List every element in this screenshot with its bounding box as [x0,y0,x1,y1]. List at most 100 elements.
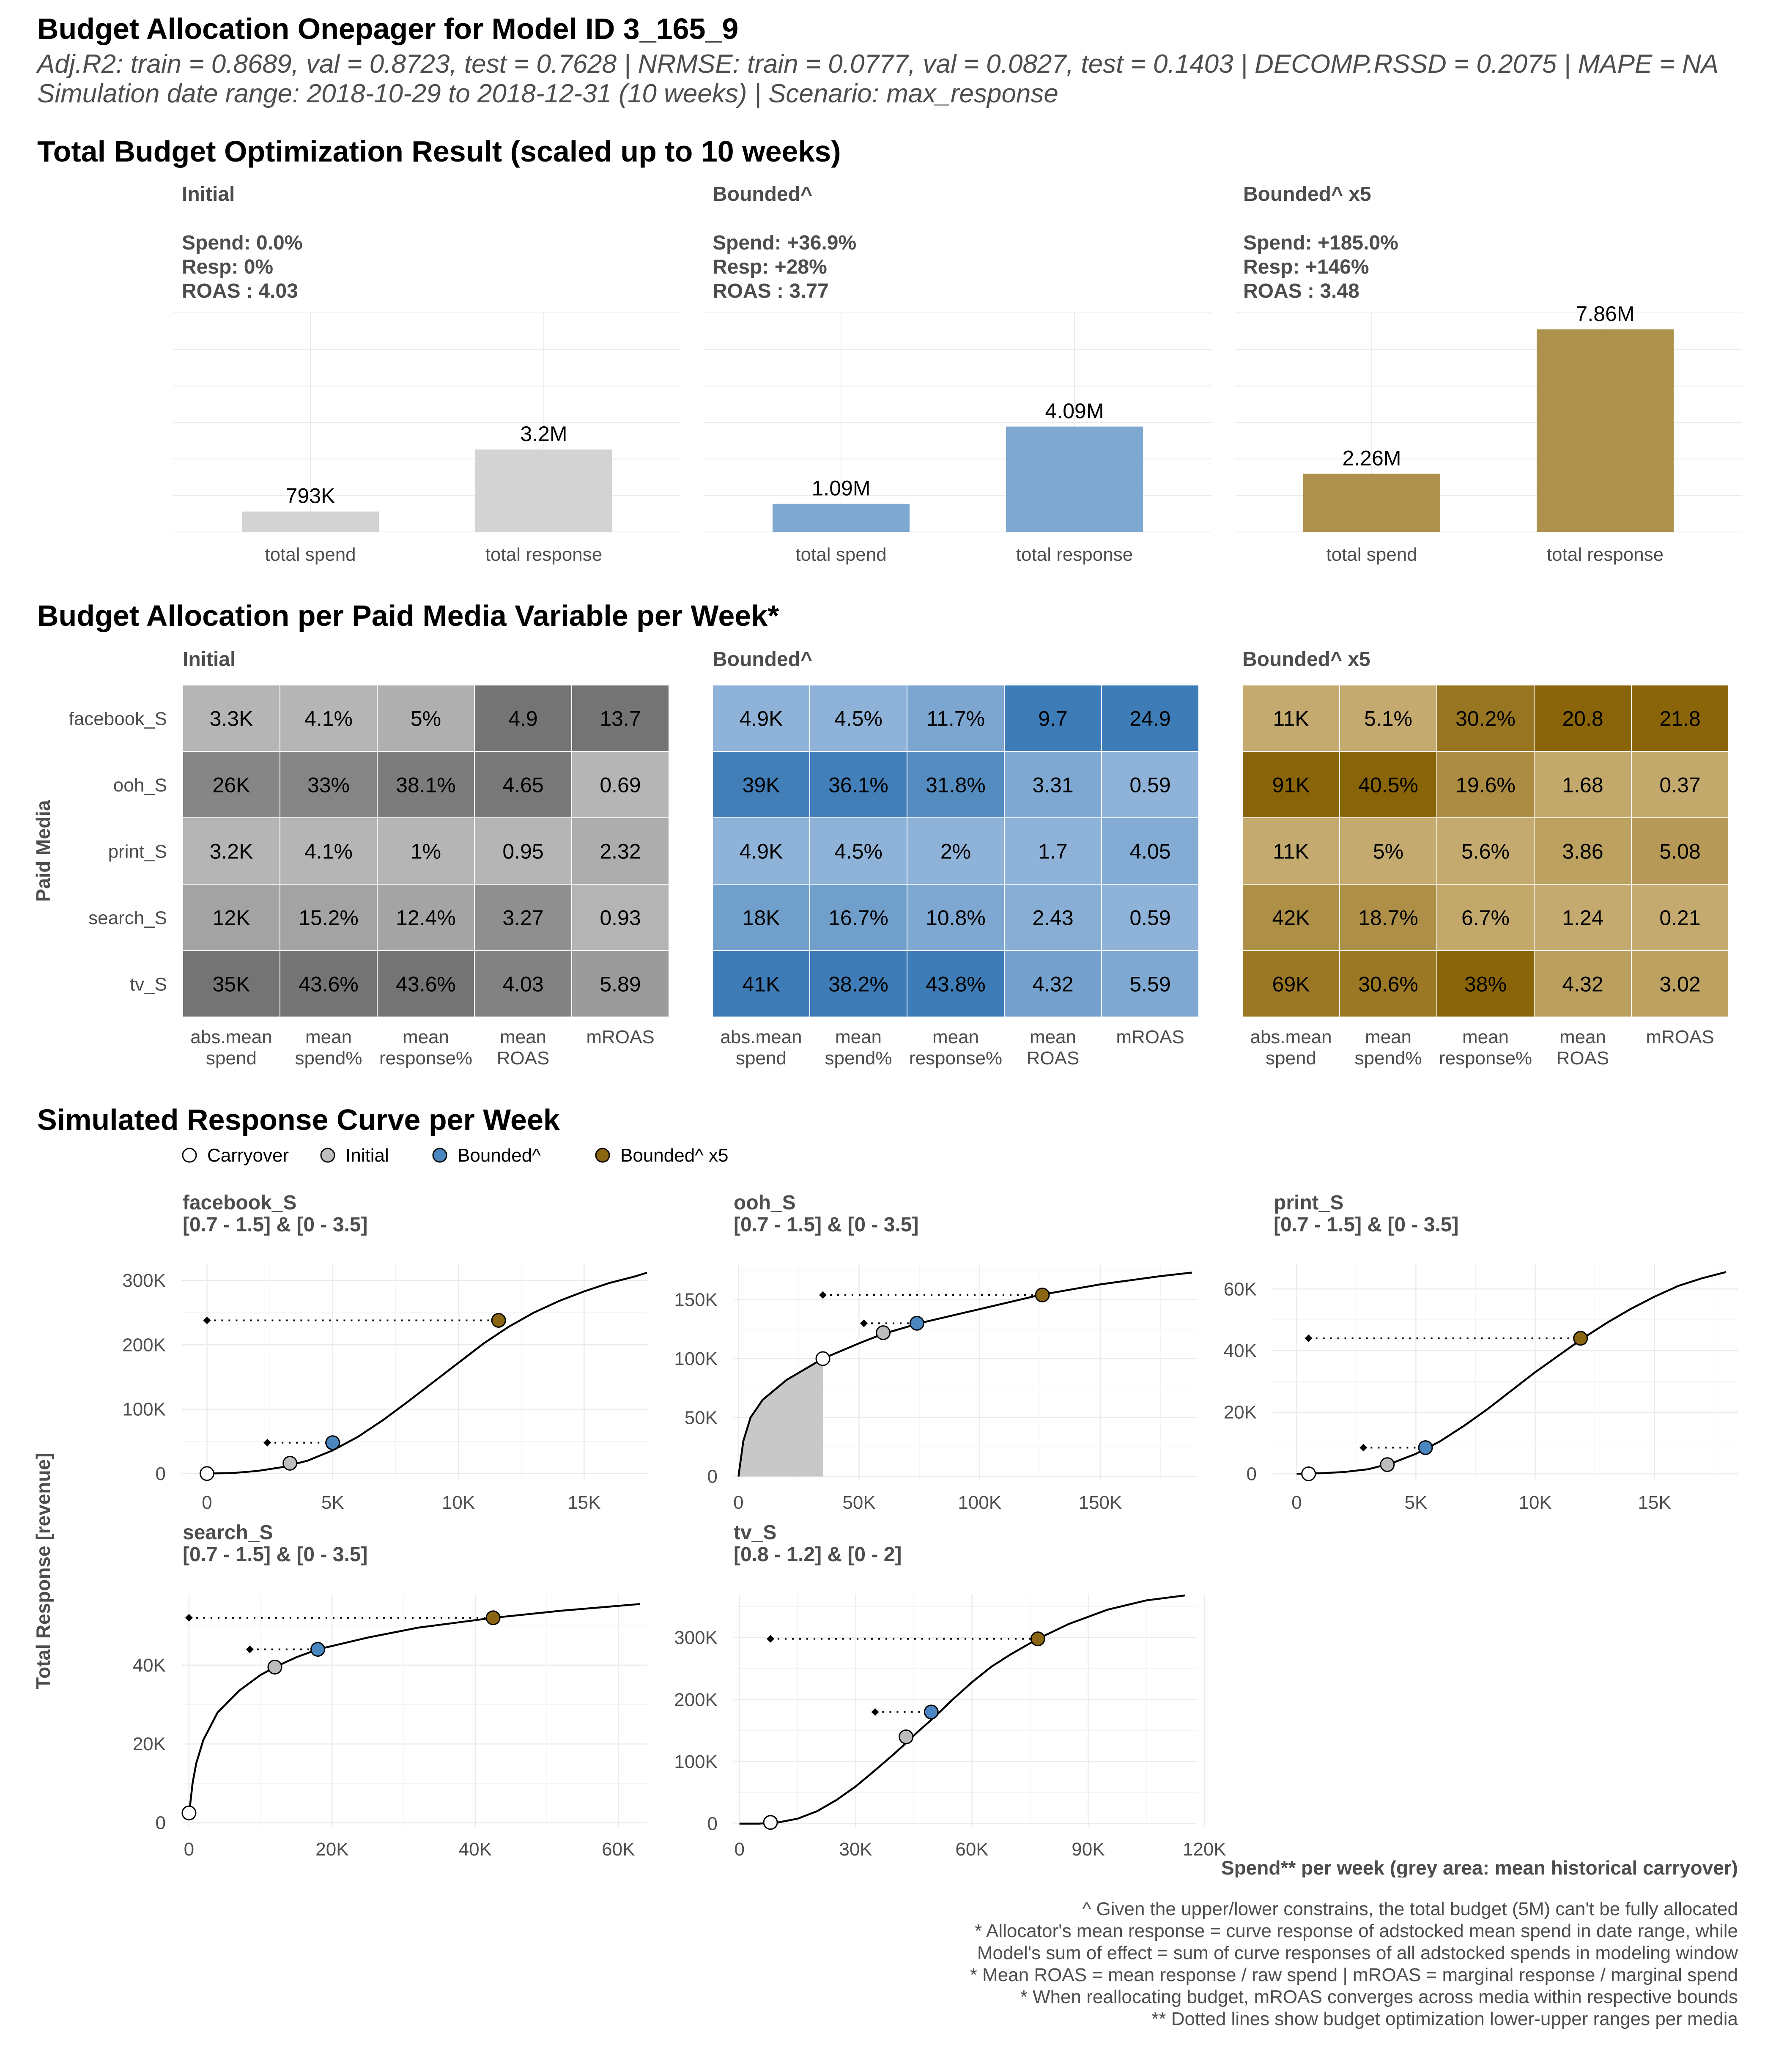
heatmap-cell [1242,950,1340,1017]
heatmap-cell [571,950,669,1017]
bar-value-label: 2.26M [1343,446,1401,470]
heatmap-cell [280,817,378,885]
bar-category-label: total response [485,544,602,565]
bar-panel-stat: Resp: +146% [1243,256,1369,278]
heatmap-cell-value: 3.86 [1562,840,1603,863]
range-lower-marker [871,1708,879,1716]
heatmap-cell [1101,950,1199,1017]
bounded-point [325,1435,340,1450]
heatmap-cell-value: 5.1% [1364,707,1412,731]
heatmap-cell-value: 40.5% [1358,773,1418,797]
heatmap-column-label: spend [1266,1048,1316,1069]
heatmap-cell-value: 6.7% [1461,906,1510,930]
heatmap-cell [280,884,378,951]
response-curve [1296,1271,1727,1475]
heatmap-column-label: spend% [825,1048,892,1069]
heatmap-row-label: facebook_S [69,709,167,729]
heatmap-cell [712,950,810,1017]
heatmap-cell [1436,817,1535,885]
legend-label: Bounded^ x5 [620,1145,729,1166]
heatmap-column-label: ROAS [1557,1048,1609,1069]
heatmap-cell-value: 2% [940,840,971,863]
heatmap-cell-value: 43.6% [299,973,359,996]
heatmap-cell [474,751,572,818]
heatmap-cell-value: 5.6% [1461,840,1510,863]
heatmap-cell [474,884,572,951]
heatmap-panel-title: Bounded^ [713,648,812,671]
x-tick-label: 0 [184,1839,194,1860]
heatmap-cell-value: 16.7% [828,906,888,930]
heatmap-cell [1242,884,1340,951]
heatmap-cell-value: 4.1% [304,707,353,731]
bar-category-label: total spend [265,544,356,565]
heatmap-cell-value: 35K [213,973,250,996]
heatmap-column-label: spend% [295,1048,362,1069]
heatmap-cell-value: 42K [1272,906,1310,930]
bar-panel-2: Bounded^ Spend: +36.9%Resp: +28%ROAS : 3.… [704,183,1211,565]
carryover-point [763,1815,778,1830]
heatmap-cell [377,950,475,1017]
y-tick-label: 200K [122,1335,166,1355]
x-tick-label: 120K [1183,1839,1226,1860]
heatmap-cell-value: 30.6% [1358,973,1418,996]
range-lower-marker [203,1316,211,1324]
x-tick-label: 10K [442,1492,475,1513]
bar-panel-stat: Spend: +36.9% [713,232,856,254]
heatmap-cell-value: 4.5% [834,840,883,863]
heatmap-cell [280,685,378,752]
bar-total-response [1537,329,1674,532]
heatmap-cell [1534,817,1632,885]
heatmap-cell [474,950,572,1017]
curve-panel-bounds: [0.8 - 1.2] & [0 - 2] [734,1543,902,1566]
curve-panel-facebook_S: facebook_S[0.7 - 1.5] & [0 - 3.5] 0 100K 20… [122,1192,647,1513]
heatmap-column-label: response% [379,1048,472,1069]
footnote-4: * Mean ROAS = mean response / raw spend … [970,1965,1738,1985]
heatmap-column-label: spend [736,1048,787,1069]
y-tick-label: 150K [674,1290,718,1310]
heatmap-column-label: spend [206,1048,257,1069]
response-curves-section-title: Simulated Response Curve per Week [37,1103,560,1136]
legend-marker [320,1148,335,1163]
curve-panel-print_S: print_S[0.7 - 1.5] & [0 - 3.5] 0 20K 40K 60K… [1224,1192,1738,1513]
heatmap-column-label: ROAS [1027,1048,1080,1069]
bar-value-label: 7.86M [1576,302,1635,326]
x-tick-label: 150K [1078,1492,1122,1513]
range-lower-marker [263,1439,271,1447]
bounded-point [1418,1440,1433,1455]
heatmap-cell [1436,685,1535,752]
y-tick-label: 0 [1247,1464,1257,1484]
heatmap-cell-value: 5.89 [600,973,641,996]
y-tick-label: 300K [674,1628,718,1648]
model-metrics-subtitle: Adj.R2: train = 0.8689, val = 0.8723, te… [37,49,1719,79]
heatmap-cell [377,817,475,885]
heatmap-cell [1101,884,1199,951]
heatmap-cell-value: 33% [307,773,350,797]
heatmap-cell [182,884,280,951]
heatmap-column-label: mean [1365,1027,1411,1047]
heatmap-cell-value: 38% [1464,973,1507,996]
total-budget-bar-charts: Initial Spend: 0.0%Resp: 0%ROAS : 4.03 793… [173,183,1742,565]
heatmap-cell-value: 10.8% [926,906,986,930]
y-tick-label: 20K [1224,1402,1257,1423]
heatmap-cell-value: 15.2% [299,906,359,930]
bar-panel-title: Bounded^ [713,183,812,206]
simulation-subtitle: Simulation date range: 2018-10-29 to 201… [37,79,1058,108]
bounded-x5-point [485,1610,501,1625]
heatmap-cell-value: 43.8% [926,973,986,996]
bounded-x5-point [1573,1331,1588,1346]
y-tick-label: 20K [133,1734,166,1754]
legend-label: Bounded^ [458,1145,541,1166]
heatmap-cell-value: 3.2K [210,840,253,863]
heatmap-cell [712,817,810,885]
heatmap-cell-value: 20.8 [1562,707,1603,731]
x-tick-label: 15K [1638,1492,1671,1513]
range-lower-marker [1305,1334,1313,1342]
y-tick-label: 0 [156,1813,166,1834]
heatmap-column-label: mROAS [1646,1027,1714,1047]
page-title: Budget Allocation Onepager for Model ID … [37,12,739,45]
footnote-2: * Allocator's mean response = curve resp… [975,1921,1738,1941]
heatmap-cell [1339,950,1437,1017]
heatmap-cell-value: 69K [1272,973,1310,996]
